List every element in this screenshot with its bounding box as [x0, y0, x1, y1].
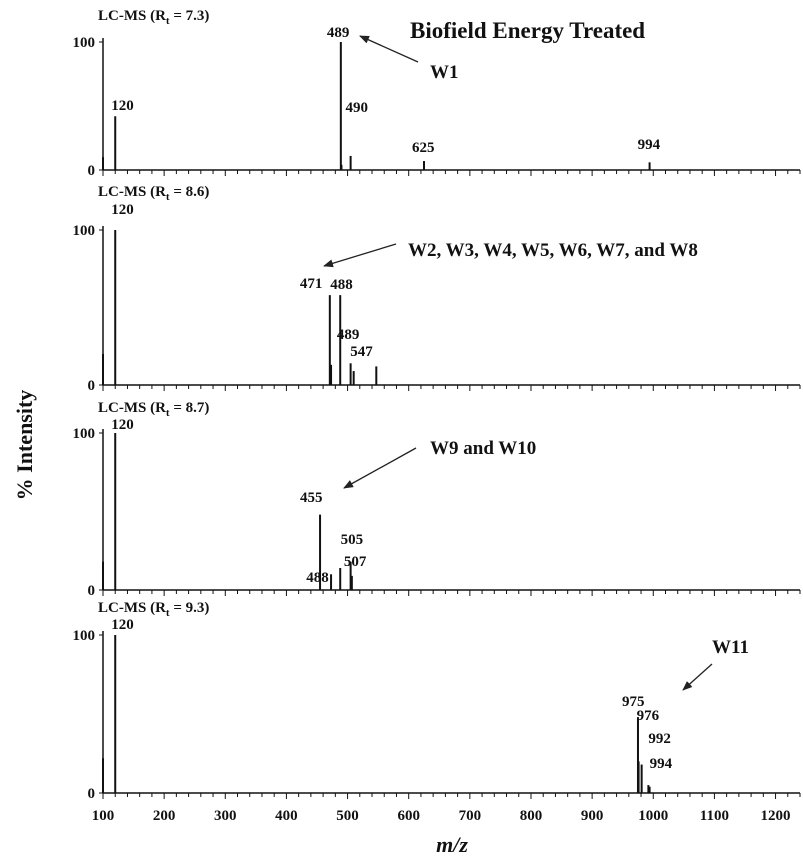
- y-axis-label: % Intensity: [12, 390, 37, 501]
- x-tick-label-200: 200: [153, 808, 176, 824]
- x-tick-label-500: 500: [336, 808, 359, 824]
- annotation-label: W2, W3, W4, W5, W6, W7, and W8: [408, 240, 698, 261]
- annotation-arrow: [682, 663, 713, 691]
- peak-label-120: 120: [111, 98, 134, 114]
- annotation-label: W1: [430, 62, 459, 83]
- spectrum-panel-3: LC-MS (Rt = 8.7) 0 100 120 455 488 505 507 W9 an…: [73, 400, 801, 599]
- annotation-arrow: [359, 35, 419, 63]
- peak-label-120: 120: [111, 417, 134, 433]
- peak-label-625: 625: [412, 140, 435, 156]
- panel-subtitle: LC-MS (Rt = 7.3): [98, 8, 209, 27]
- x-tick-label-1000: 1000: [638, 808, 668, 824]
- x-tick-label-400: 400: [275, 808, 298, 824]
- peak-label-488: 488: [330, 277, 353, 293]
- x-tick-label-100: 100: [92, 808, 115, 824]
- peak-label-471: 471: [300, 276, 323, 292]
- x-tick-label-700: 700: [459, 808, 482, 824]
- peak-label-490: 490: [345, 100, 368, 116]
- annotation-arrow: [323, 243, 397, 268]
- x-tick-label-1100: 1100: [700, 808, 729, 824]
- peak-label-975: 975: [622, 694, 645, 710]
- peak-label-488: 488: [306, 570, 329, 586]
- peak-label-976: 976: [637, 708, 660, 724]
- peak-label-994: 994: [638, 137, 661, 153]
- panel-subtitle: LC-MS (Rt = 9.3): [98, 600, 209, 619]
- x-tick-label-600: 600: [397, 808, 420, 824]
- y-tick-label: 0: [88, 163, 96, 179]
- x-tick-labels: 100 200 300 400 500 600 700 800 900 1000 1100 1200: [92, 808, 791, 824]
- figure-title: Biofield Energy Treated: [410, 18, 645, 43]
- peak-label-455: 455: [300, 490, 323, 506]
- panel-subtitle: LC-MS (Rt = 8.7): [98, 400, 209, 419]
- peak-label-505: 505: [341, 532, 364, 548]
- annotation-arrow: [343, 447, 417, 489]
- y-tick-label: 100: [73, 628, 96, 644]
- y-tick-label: 100: [73, 35, 96, 51]
- spectrum-panel-1: LC-MS (Rt = 7.3) 0 100 120 489 490 625 994 W1: [73, 8, 801, 179]
- peak-label-489: 489: [337, 327, 360, 343]
- panel-subtitle: LC-MS (Rt = 8.6): [98, 184, 209, 203]
- y-tick-label: 0: [88, 583, 96, 599]
- y-tick-label: 100: [73, 426, 96, 442]
- x-tick-label-800: 800: [520, 808, 543, 824]
- peak-label-547: 547: [350, 344, 373, 360]
- y-tick-label: 0: [88, 378, 96, 394]
- annotation-label: W9 and W10: [430, 438, 536, 459]
- peak-label-992: 992: [648, 731, 671, 747]
- x-tick-label-1200: 1200: [761, 808, 791, 824]
- peak-label-507: 507: [344, 554, 367, 570]
- peak-label-994: 994: [650, 756, 673, 772]
- peak-label-120: 120: [111, 202, 134, 218]
- x-tick-label-900: 900: [581, 808, 604, 824]
- peak-label-120: 120: [111, 617, 134, 633]
- y-tick-label: 100: [73, 223, 96, 239]
- annotation-label: W11: [712, 637, 749, 658]
- peak-label-489: 489: [327, 25, 350, 41]
- x-axis-label: m/z: [436, 832, 468, 857]
- x-tick-label-300: 300: [214, 808, 237, 824]
- y-tick-label: 0: [88, 786, 96, 802]
